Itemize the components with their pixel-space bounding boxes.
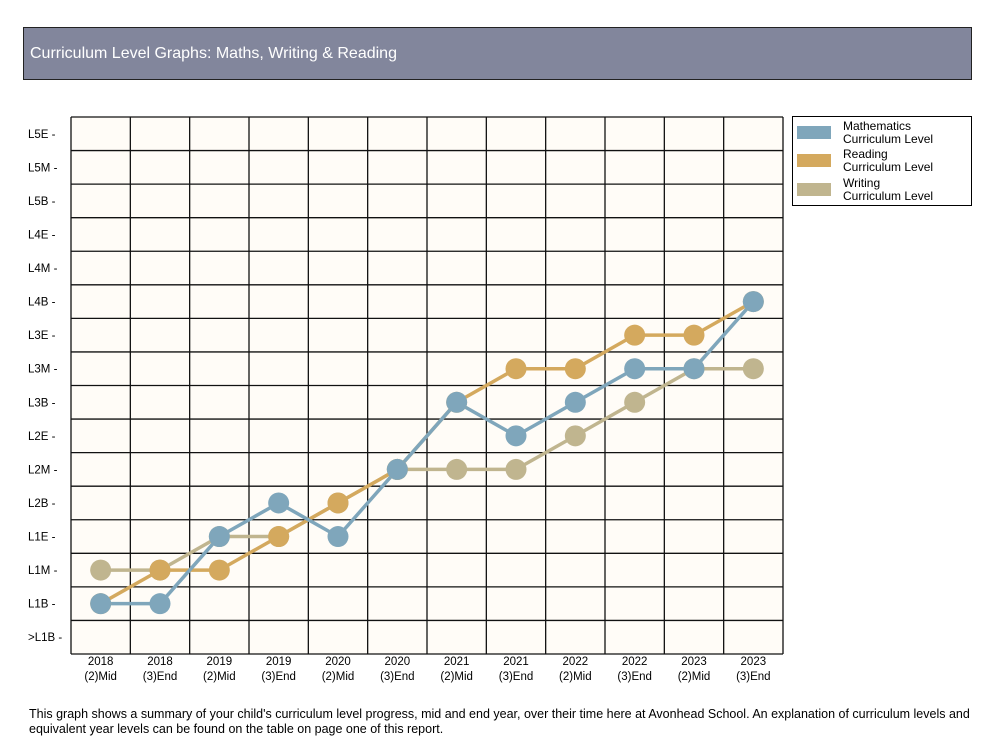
x-tick-label-year: 2020 bbox=[325, 656, 351, 668]
x-tick-label-period: (2)Mid bbox=[84, 671, 117, 683]
y-tick-label: L5B - bbox=[28, 196, 56, 208]
y-tick-label: L2E - bbox=[28, 431, 56, 443]
x-tick-label-period: (2)Mid bbox=[559, 671, 592, 683]
data-point-mathematics bbox=[268, 492, 290, 514]
legend-label-mathematics: Mathematics Curriculum Level bbox=[843, 120, 933, 146]
data-point-mathematics bbox=[327, 526, 349, 548]
y-tick-label: L4E - bbox=[28, 229, 56, 241]
x-tick-label-period: (3)End bbox=[499, 671, 534, 683]
data-point-mathematics bbox=[446, 391, 468, 413]
x-tick-label-period: (2)Mid bbox=[322, 671, 355, 683]
y-tick-label: >L1B - bbox=[28, 632, 62, 644]
x-tick-label-period: (2)Mid bbox=[203, 671, 236, 683]
data-point-reading bbox=[149, 559, 171, 581]
x-tick-label-period: (3)End bbox=[143, 671, 178, 683]
y-tick-label: L1E - bbox=[28, 532, 56, 544]
report-header: Curriculum Level Graphs: Maths, Writing … bbox=[23, 27, 972, 80]
y-tick-label: L2M - bbox=[28, 464, 58, 476]
x-tick-label-year: 2020 bbox=[385, 656, 411, 668]
legend-item-writing: Writing Curriculum Level bbox=[793, 176, 971, 204]
data-point-mathematics bbox=[742, 291, 764, 313]
chart-footnote: This graph shows a summary of your child… bbox=[29, 707, 970, 736]
x-tick-label-period: (3)End bbox=[736, 671, 771, 683]
legend-label-line1: Mathematics bbox=[843, 119, 912, 133]
x-tick-label-year: 2023 bbox=[741, 656, 767, 668]
y-tick-label: L3E - bbox=[28, 330, 56, 342]
x-tick-label-year: 2019 bbox=[266, 656, 292, 668]
data-point-mathematics bbox=[90, 593, 112, 615]
legend-item-reading: Reading Curriculum Level bbox=[793, 147, 971, 175]
data-point-writing bbox=[624, 391, 646, 413]
y-tick-label: L4M - bbox=[28, 263, 58, 275]
x-tick-label-year: 2022 bbox=[622, 656, 648, 668]
data-point-mathematics bbox=[505, 425, 527, 447]
data-point-mathematics bbox=[624, 358, 646, 380]
legend-label-line1: Reading bbox=[843, 147, 888, 161]
x-tick-label-year: 2023 bbox=[681, 656, 707, 668]
chart-legend: Mathematics Curriculum Level Reading Cur… bbox=[792, 116, 972, 206]
data-point-writing bbox=[446, 458, 468, 480]
data-point-writing bbox=[742, 358, 764, 380]
y-tick-label: L3M - bbox=[28, 364, 58, 376]
data-point-mathematics bbox=[683, 358, 705, 380]
y-tick-label: L5M - bbox=[28, 162, 58, 174]
x-tick-label-period: (3)End bbox=[380, 671, 415, 683]
data-point-reading bbox=[268, 526, 290, 548]
data-point-writing bbox=[90, 559, 112, 581]
y-tick-label: L1M - bbox=[28, 565, 58, 577]
legend-swatch-mathematics bbox=[797, 126, 831, 139]
y-tick-label: L4B - bbox=[28, 297, 56, 309]
legend-label-writing: Writing Curriculum Level bbox=[843, 177, 933, 203]
x-tick-label-period: (3)End bbox=[261, 671, 296, 683]
y-tick-label: L5E - bbox=[28, 129, 56, 141]
y-tick-label: L1B - bbox=[28, 599, 56, 611]
data-point-reading bbox=[683, 324, 705, 346]
data-point-mathematics bbox=[564, 391, 586, 413]
data-point-reading bbox=[208, 559, 230, 581]
legend-item-mathematics: Mathematics Curriculum Level bbox=[793, 119, 971, 147]
x-tick-label-year: 2022 bbox=[563, 656, 589, 668]
page-title: Curriculum Level Graphs: Maths, Writing … bbox=[30, 45, 397, 62]
x-tick-label-year: 2021 bbox=[503, 656, 529, 668]
legend-swatch-writing bbox=[797, 183, 831, 196]
legend-label-line2: Curriculum Level bbox=[843, 132, 934, 146]
data-point-mathematics bbox=[149, 593, 171, 615]
legend-label-reading: Reading Curriculum Level bbox=[843, 148, 933, 174]
data-point-reading bbox=[564, 358, 586, 380]
x-tick-label-year: 2019 bbox=[207, 656, 233, 668]
data-point-reading bbox=[327, 492, 349, 514]
data-point-mathematics bbox=[386, 458, 408, 480]
x-tick-label-year: 2018 bbox=[147, 656, 173, 668]
series-line-writing bbox=[100, 366, 754, 572]
y-tick-label: L3B - bbox=[28, 397, 56, 409]
x-tick-label-year: 2018 bbox=[88, 656, 114, 668]
x-tick-label-period: (2)Mid bbox=[440, 671, 473, 683]
x-tick-label-period: (2)Mid bbox=[678, 671, 711, 683]
x-tick-label-period: (3)End bbox=[617, 671, 652, 683]
legend-label-line1: Writing bbox=[843, 176, 881, 190]
data-point-reading bbox=[624, 324, 646, 346]
legend-label-line2: Curriculum Level bbox=[843, 160, 934, 174]
data-point-writing bbox=[564, 425, 586, 447]
legend-label-line2: Curriculum Level bbox=[843, 189, 934, 203]
data-point-mathematics bbox=[208, 526, 230, 548]
y-tick-label: L2B - bbox=[28, 498, 56, 510]
x-tick-label-year: 2021 bbox=[444, 656, 470, 668]
data-point-reading bbox=[505, 358, 527, 380]
data-point-writing bbox=[505, 458, 527, 480]
legend-swatch-reading bbox=[797, 154, 831, 167]
